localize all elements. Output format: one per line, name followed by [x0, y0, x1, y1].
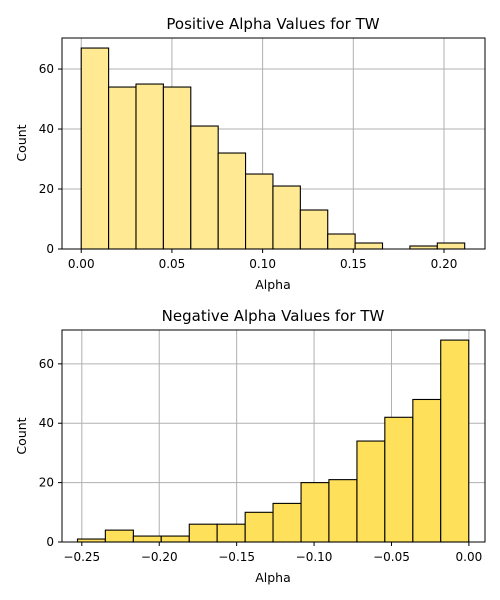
- y-tick-label: 60: [39, 357, 54, 371]
- histogram-bar: [244, 511, 274, 543]
- histogram-bar: [440, 339, 470, 543]
- histogram-bar: [190, 125, 219, 250]
- x-axis-label: Alpha: [255, 570, 291, 585]
- histogram-bar: [356, 440, 386, 543]
- histogram-bar: [354, 242, 384, 250]
- x-tick-label: −0.25: [63, 550, 100, 564]
- chart-title: Positive Alpha Values for TW: [166, 15, 379, 33]
- histogram-bar: [245, 173, 274, 250]
- x-tick-label: 0.10: [249, 257, 276, 271]
- x-tick-label: −0.15: [218, 550, 255, 564]
- histogram-bar: [188, 523, 218, 543]
- histogram-bar: [160, 535, 190, 543]
- y-tick-label: 0: [46, 242, 54, 256]
- x-tick-label: −0.05: [373, 550, 410, 564]
- histogram-bar: [80, 47, 110, 250]
- x-tick-label: 0.00: [68, 257, 95, 271]
- y-tick-label: 0: [46, 535, 54, 549]
- x-tick-label: 0.00: [456, 550, 483, 564]
- histogram-bar: [412, 398, 442, 543]
- histogram-bar: [216, 523, 246, 543]
- x-tick-label: 0.15: [340, 257, 367, 271]
- x-axis-label: Alpha: [255, 277, 291, 292]
- y-tick-label: 60: [39, 62, 54, 76]
- plot-frame: [61, 329, 486, 543]
- y-tick-label: 40: [39, 122, 54, 136]
- y-tick-label: 20: [39, 476, 54, 490]
- histogram-bar: [384, 416, 414, 543]
- x-tick-label: −0.20: [141, 550, 178, 564]
- histogram-bar: [327, 233, 356, 250]
- x-tick-label: −0.10: [296, 550, 333, 564]
- histogram-bar: [272, 502, 302, 543]
- positive-alpha-histogram: Positive Alpha Values for TW Alpha Count…: [14, 15, 486, 292]
- y-axis-label: Count: [14, 124, 29, 161]
- histogram-bar: [104, 529, 134, 543]
- negative-alpha-histogram: Negative Alpha Values for TW Alpha Count…: [14, 307, 486, 585]
- plot-frame: [61, 37, 486, 250]
- histogram-bar: [272, 185, 301, 250]
- histogram-bar: [135, 83, 164, 250]
- histogram-bar: [300, 482, 330, 543]
- y-tick-label: 20: [39, 182, 54, 196]
- x-tick-label: 0.05: [159, 257, 186, 271]
- x-tick-label: 0.20: [431, 257, 458, 271]
- chart-title: Negative Alpha Values for TW: [162, 307, 385, 325]
- histogram-bar: [132, 535, 162, 543]
- histogram-bar: [328, 479, 358, 543]
- y-axis-label: Count: [14, 417, 29, 454]
- histogram-bar: [162, 86, 192, 250]
- histogram-bar: [299, 209, 329, 250]
- histogram-bar: [436, 242, 466, 250]
- histogram-bar: [108, 86, 137, 250]
- histogram-bar: [217, 152, 247, 250]
- y-tick-label: 40: [39, 416, 54, 430]
